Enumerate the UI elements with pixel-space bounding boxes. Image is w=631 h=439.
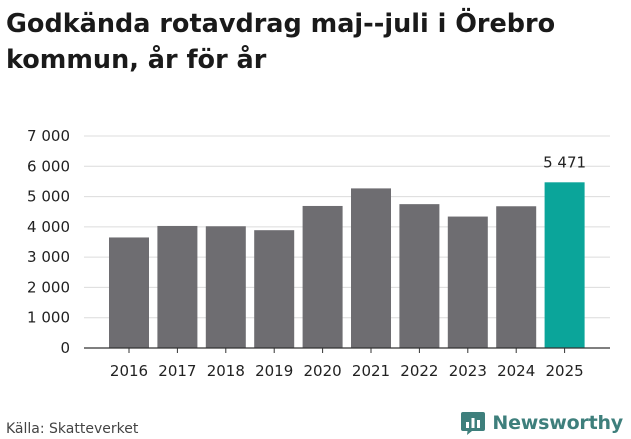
bar-2017	[157, 225, 198, 348]
x-tick-label: 2022	[400, 362, 438, 380]
y-tick-label: 6 000	[27, 157, 70, 175]
x-tick-label: 2016	[110, 362, 148, 380]
x-tick-label: 2017	[158, 362, 196, 380]
bar-2018	[205, 226, 246, 348]
bar-2023	[447, 216, 488, 348]
x-tick-label: 2024	[497, 362, 535, 380]
x-tick-label: 2019	[255, 362, 293, 380]
y-tick-label: 2 000	[27, 278, 70, 296]
x-tick-label: 2021	[352, 362, 390, 380]
brand-name: Newsworthy	[492, 412, 623, 434]
y-tick-label: 1 000	[27, 309, 70, 327]
newsworthy-logo-icon	[461, 412, 486, 435]
bar-2020	[302, 205, 343, 348]
bar-2021	[351, 188, 391, 348]
x-tick-label: 2020	[304, 362, 342, 380]
y-axis-ticks: 0 1 000 2 000 3 000 4 000 5 000 6 000 7 000	[27, 127, 70, 357]
bar-2024	[496, 206, 537, 348]
bar-2016	[109, 237, 149, 348]
y-tick-label: 4 000	[27, 218, 70, 236]
data-labels: 5 471	[543, 153, 586, 171]
y-tick-label: 7 000	[27, 127, 70, 145]
x-tick-label: 2023	[449, 362, 487, 380]
bar-2019	[254, 230, 295, 348]
bar-2022	[399, 204, 440, 348]
y-tick-label: 0	[60, 339, 70, 357]
bars	[109, 182, 585, 348]
y-tick-label: 3 000	[27, 248, 70, 266]
y-tick-label: 5 000	[27, 188, 70, 206]
source-note: Källa: Skatteverket	[6, 421, 139, 437]
chart-title: Godkända rotavdrag maj--juli i Örebro ko…	[6, 9, 556, 75]
bar-2025	[544, 182, 585, 348]
brand-logo: Newsworthy	[460, 409, 623, 437]
x-tick-label: 2018	[207, 362, 245, 380]
x-tick-label: 2025	[546, 362, 584, 380]
data-label-2025: 5 471	[543, 153, 586, 171]
x-axis-ticks: 2016 2017 2018 2019 2020 2021 2022 2023 2024 2025	[110, 348, 584, 380]
